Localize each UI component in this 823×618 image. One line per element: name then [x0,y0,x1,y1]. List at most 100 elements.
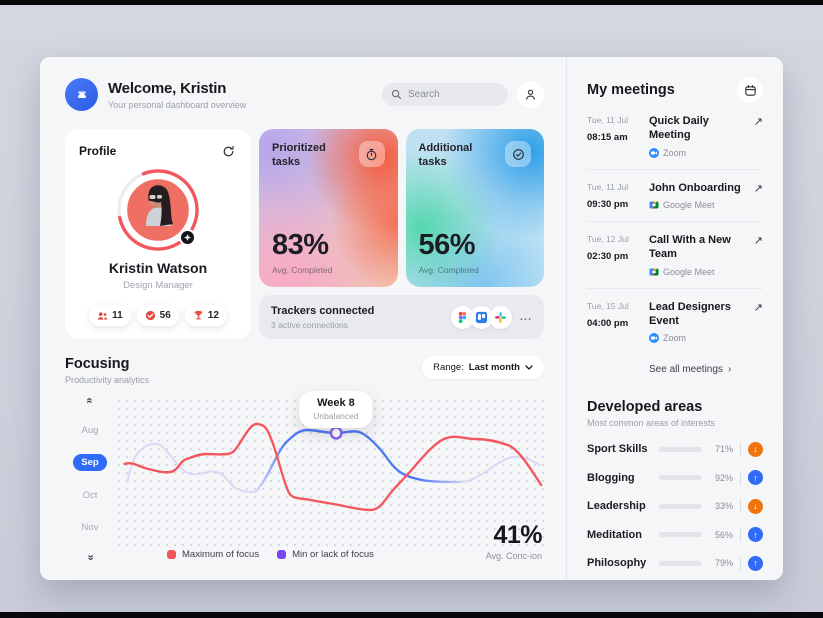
focusing-chart: » Aug Sep Oct Nov » [65,391,544,565]
range-value: Last month [468,362,520,373]
camera-icon [184,234,191,241]
area-label: Blogging [587,471,635,484]
search-input[interactable] [408,89,498,100]
tooltip-title: Week 8 [317,397,355,409]
google-meet-icon [649,268,659,276]
profile-stats: 11 56 [89,305,227,326]
area-percent: 79% [714,558,733,569]
figma-icon[interactable] [450,305,474,329]
divider [740,442,741,457]
area-row-sport-skills: Sport Skills 71% ↓ [587,441,763,457]
profile-card-title: Profile [79,144,117,158]
divider [740,527,741,542]
area-label: Leadership [587,500,646,513]
legend-swatch-red [167,550,176,559]
area-label: Sport Skills [587,443,648,456]
prioritized-percent: 83% [272,229,329,261]
month-nov[interactable]: Nov [74,519,107,536]
progress-bar [659,560,702,566]
month-sep-selected[interactable]: Sep [73,454,107,472]
open-meeting-button[interactable]: ↗ [750,115,763,128]
task-card-title: Prioritized tasks [272,142,326,169]
additional-percent: 56% [418,229,476,261]
sidebar: My meetings Tue, 11 Jul 08:15 am Quick D… [566,57,783,580]
area-row-philosophy: Philosophy 79% ↑ [587,555,763,571]
meeting-time: 02:30 pm [587,251,629,263]
months-scroll-down-button[interactable]: » [85,552,97,563]
see-all-meetings-link[interactable]: See all meetings › [649,364,731,375]
chart-plot-area: Week 8 Unbalanced 41% Avg. Conc-ion [115,391,544,561]
search-bar[interactable] [382,83,508,106]
trackers-more-button[interactable]: ... [519,311,532,323]
avatar-photo [146,185,173,226]
calendar-icon [744,84,756,96]
zoom-icon [649,333,659,344]
area-percent: 92% [714,472,733,483]
profile-card: Profile [65,129,251,339]
avg-concentration-value: 41% [493,521,542,549]
search-icon [391,89,402,100]
month-oct[interactable]: Oct [75,487,106,504]
header: Welcome, Kristin Your personal dashboard… [65,78,544,111]
divider [740,470,741,485]
trend-down-icon: ↓ [748,441,763,457]
meeting-row[interactable]: Tue, 11 Jul 08:15 am Quick Daily Meeting… [587,103,763,170]
profile-button[interactable] [517,81,544,108]
zoom-icon [649,147,659,158]
meeting-time: 04:00 pm [587,317,629,329]
range-selector[interactable]: Range: Last month [422,356,544,379]
legend-label: Maximum of focus [182,549,260,560]
trello-icon[interactable] [469,305,493,329]
check-circle-icon [505,141,531,167]
stat-value: 56 [159,310,171,321]
dashboard-window: Welcome, Kristin Your personal dashboard… [40,57,783,580]
stat-pill-awards[interactable]: 12 [184,305,227,326]
meeting-time: 08:15 am [587,132,628,143]
slack-icon[interactable] [488,305,512,329]
area-row-leadership: Leadership 33% ↓ [587,498,763,514]
meeting-date: Tue, 11 Jul [587,181,629,192]
developed-areas-header: Developed areas Most common areas of int… [587,399,763,428]
header-text: Welcome, Kristin Your personal dashboard… [108,80,246,110]
meeting-date: Tue, 11 Jul [587,115,629,125]
focus-lines-chart [123,422,543,512]
calendar-button[interactable] [737,77,763,103]
stat-pill-team[interactable]: 11 [89,305,131,326]
area-percent: 71% [714,444,733,455]
page-title: Welcome, Kristin [108,79,227,97]
developed-areas-title: Developed areas [587,399,703,416]
avatar-progress-ring [117,169,199,251]
open-meeting-button[interactable]: ↗ [750,301,763,314]
month-aug[interactable]: Aug [74,422,107,439]
open-meeting-button[interactable]: ↗ [750,182,763,195]
focusing-title: Focusing [65,356,130,372]
app-logo-icon [77,90,86,98]
legend-label: Min or lack of focus [292,549,374,560]
header-actions [382,81,544,108]
divider [740,499,741,514]
area-row-blogging: Blogging 92% ↑ [587,470,763,486]
avatar-camera-badge[interactable] [179,229,196,246]
months-scroll-up-button[interactable]: » [84,395,96,406]
tooltip-subtitle: Unbalanced [313,411,359,421]
area-row-meditation: Meditation 56% ↑ [587,527,763,543]
task-card-title: Additional tasks [418,142,473,169]
refresh-button[interactable] [219,142,237,160]
progress-bar [659,503,702,509]
check-circle-icon [145,310,155,321]
trackers-bar: Trackers connected 3 active connections [259,295,544,339]
stopwatch-icon [358,141,385,167]
open-meeting-button[interactable]: ↗ [750,234,763,247]
meeting-title: John Onboarding [649,181,741,194]
meeting-row[interactable]: Tue, 12 Jul 02:30 pm Call With a New Tea… [587,222,763,289]
focusing-subtitle: Productivity analytics [65,375,150,385]
meeting-time: 09:30 pm [587,198,629,210]
google-meet-icon [649,201,659,209]
legend-swatch-purple [277,550,287,559]
meeting-row[interactable]: Tue, 15 Jul 04:00 pm Lead Designers Even… [587,289,763,355]
meeting-row[interactable]: Tue, 11 Jul 09:30 pm John Onboarding Goo… [587,170,763,223]
chevron-right-icon: › [727,364,732,376]
focusing-header: Focusing Productivity analytics Range: L… [65,356,544,385]
area-label: Philosophy [587,557,647,570]
stat-pill-tasks[interactable]: 56 [136,305,179,326]
